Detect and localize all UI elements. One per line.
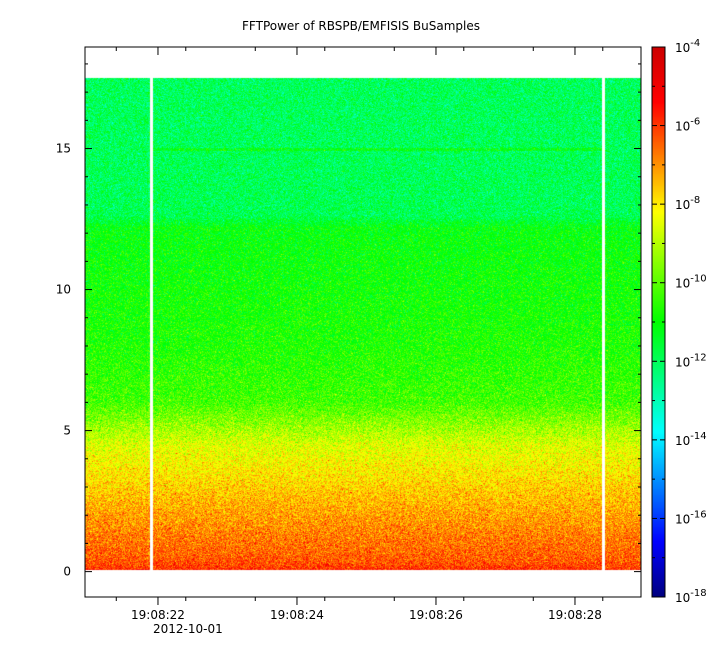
colorbar: 10-4 10-6 10-8 10-10 10-12 10-14 10-16 10-18 bbox=[652, 38, 707, 605]
colorbar-tick-exponent: -16 bbox=[690, 509, 706, 520]
colorbar-tick-exponent: -6 bbox=[690, 117, 700, 128]
y-tick-label: 15 bbox=[56, 142, 71, 156]
colorbar-tick-exponent: -10 bbox=[690, 274, 706, 285]
y-tick-label: 10 bbox=[56, 283, 71, 297]
colorbar-tick-label: 10-4 bbox=[675, 38, 700, 55]
colorbar-tick-label: 10-16 bbox=[675, 509, 707, 526]
colorbar-tick-label: 10-8 bbox=[675, 195, 700, 212]
y-tick-label: 5 bbox=[63, 424, 71, 438]
x-date-label: 2012-10-01 bbox=[153, 622, 223, 636]
colorbar-tick-label: 10-12 bbox=[675, 352, 707, 369]
colorbar-tick-exponent: -12 bbox=[690, 352, 706, 363]
x-tick-label: 19:08:24 bbox=[270, 608, 324, 622]
colorbar-tick-label: 10-10 bbox=[675, 274, 707, 291]
colorbar-tick-exponent: -14 bbox=[690, 431, 706, 442]
colorbar-tick-label: 10-18 bbox=[675, 588, 707, 605]
plot-area bbox=[85, 47, 641, 597]
x-tick-label: 19:08:28 bbox=[548, 608, 602, 622]
x-tick-label: 19:08:22 bbox=[131, 608, 185, 622]
colorbar-tick-exponent: -18 bbox=[690, 588, 706, 599]
y-tick-label: 0 bbox=[63, 565, 71, 579]
colorbar-tick-exponent: -8 bbox=[690, 195, 700, 206]
colorbar-tick-label: 10-6 bbox=[675, 117, 700, 134]
x-tick-label: 19:08:26 bbox=[409, 608, 463, 622]
spectrogram-image bbox=[85, 47, 641, 597]
chart-title: FFTPower of RBSPB/EMFISIS BuSamples bbox=[242, 19, 480, 33]
colorbar-tick-label: 10-14 bbox=[675, 431, 707, 448]
colorbar-tick-exponent: -4 bbox=[690, 38, 700, 49]
